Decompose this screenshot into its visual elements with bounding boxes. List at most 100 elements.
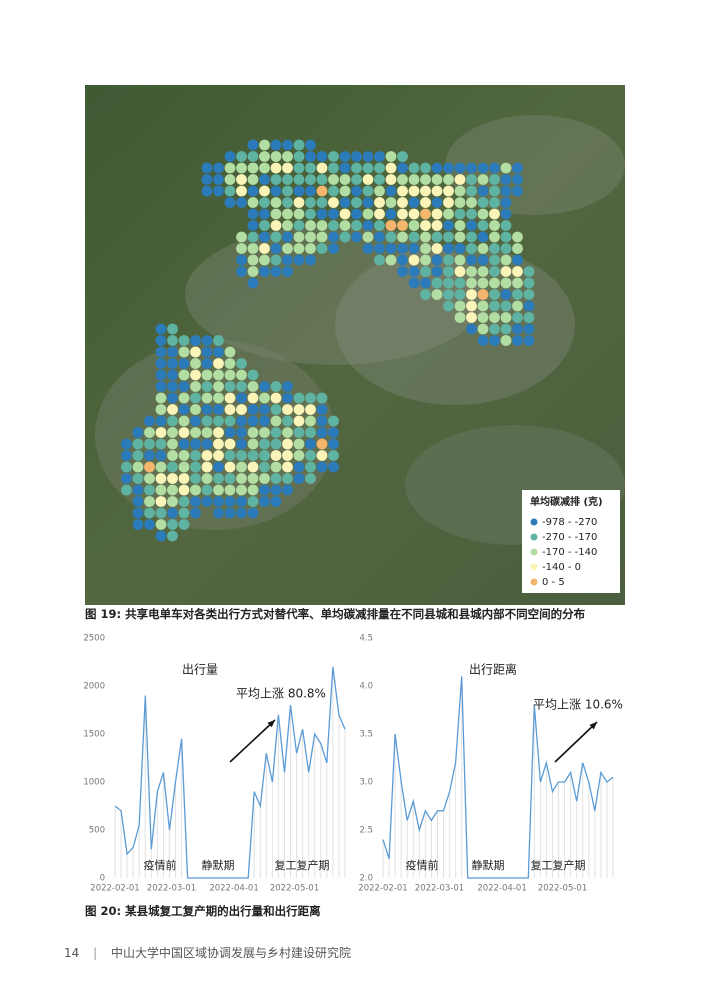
map-dot — [201, 496, 213, 507]
map-dot — [190, 392, 201, 404]
map-dot — [397, 254, 408, 266]
map-dot — [305, 415, 316, 427]
map-dot — [213, 450, 224, 461]
map-dot — [178, 496, 190, 507]
map-dot — [489, 323, 500, 335]
map-dot — [167, 530, 178, 542]
map-dot — [408, 162, 420, 174]
map-dot — [385, 254, 397, 266]
map-dot — [236, 427, 247, 438]
map-dot — [385, 162, 397, 174]
map-dot — [247, 507, 259, 519]
arrow-head — [589, 722, 597, 730]
map-dot — [477, 323, 489, 335]
map-dot — [316, 174, 328, 185]
map-dot — [454, 254, 466, 266]
map-dot — [362, 231, 374, 243]
map-dot — [247, 185, 259, 197]
map-dot — [259, 473, 270, 484]
map-dot — [408, 254, 420, 266]
map-dot — [167, 346, 178, 358]
map-dot — [201, 461, 213, 473]
map-dot — [316, 461, 328, 473]
map-dot — [454, 231, 466, 243]
map-dot — [397, 231, 408, 243]
map-dot — [270, 381, 282, 392]
map-dot — [293, 473, 305, 484]
map-dot — [259, 151, 270, 162]
map-dot — [454, 174, 466, 185]
data-line — [382, 676, 614, 879]
map-dot — [236, 415, 247, 427]
map-dot — [270, 208, 282, 220]
map-dot — [201, 369, 213, 381]
map-dot — [454, 162, 466, 174]
map-dot — [523, 289, 535, 300]
map-dot — [259, 231, 270, 243]
map-dot — [247, 174, 259, 185]
map-dot — [523, 323, 535, 335]
map-dot — [466, 289, 477, 300]
map-dot — [282, 427, 293, 438]
map-dot — [316, 197, 328, 208]
map-dot — [167, 427, 178, 438]
map-dot — [305, 231, 316, 243]
map-dot — [247, 415, 259, 427]
map-dot — [454, 208, 466, 220]
map-dot — [201, 335, 213, 346]
map-dot — [201, 185, 213, 197]
legend-label: -170 - -140 — [542, 547, 597, 558]
map-dot — [328, 427, 339, 438]
map-dot — [443, 220, 454, 231]
map-dot — [316, 450, 328, 461]
map-dot — [500, 312, 512, 323]
map-dot — [167, 335, 178, 346]
map-dot — [328, 243, 339, 254]
map-dot — [155, 346, 167, 358]
map-dot — [247, 473, 259, 484]
map-dot — [477, 312, 489, 323]
map-dot — [224, 484, 236, 496]
map-dot — [270, 197, 282, 208]
map-dot — [213, 461, 224, 473]
map-dot — [190, 438, 201, 450]
legend-swatch — [530, 548, 538, 556]
annotation: 复工复产期 — [531, 858, 586, 872]
map-dot — [213, 484, 224, 496]
map-dot — [523, 300, 535, 312]
map-dot — [236, 151, 247, 162]
map-dot — [489, 254, 500, 266]
map-dot — [259, 197, 270, 208]
map-dot — [144, 507, 155, 519]
map-dot — [270, 266, 282, 277]
map-dot — [477, 289, 489, 300]
map-dot — [316, 392, 328, 404]
map-dot — [270, 220, 282, 231]
map-dot — [144, 496, 155, 507]
map-dot — [489, 197, 500, 208]
map-dot — [190, 381, 201, 392]
map-dot — [500, 185, 512, 197]
map-dot — [178, 381, 190, 392]
map-dot — [213, 174, 224, 185]
map-dot — [213, 392, 224, 404]
map-dot — [512, 300, 523, 312]
map-dot — [259, 427, 270, 438]
map-dot — [305, 450, 316, 461]
map-dot — [282, 392, 293, 404]
map-dot — [385, 208, 397, 220]
map-dot — [247, 220, 259, 231]
y-tick-label: 3.5 — [359, 730, 373, 740]
map-dot — [132, 496, 144, 507]
map-dot — [293, 243, 305, 254]
map-dot — [489, 243, 500, 254]
map-dot — [247, 208, 259, 220]
map-dot — [362, 174, 374, 185]
map-dot — [339, 197, 351, 208]
map-dot — [155, 381, 167, 392]
map-dot — [328, 185, 339, 197]
map-dot — [213, 427, 224, 438]
map-dot — [282, 185, 293, 197]
map-dot — [316, 162, 328, 174]
